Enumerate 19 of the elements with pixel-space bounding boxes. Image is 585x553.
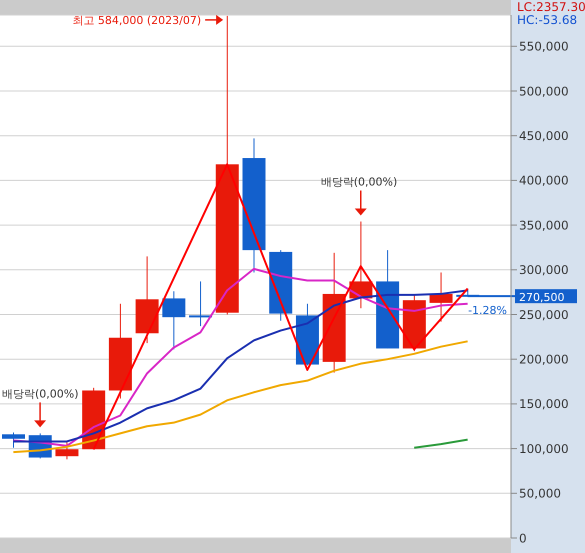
annotation: 배당락(0,00%) <box>320 176 398 189</box>
annotation: 배당락(0,00%) <box>2 387 79 400</box>
y-tick-label: 0 <box>519 531 527 546</box>
y-tick-label: 450,000 <box>519 128 569 143</box>
y-tick-label: 400,000 <box>519 174 569 188</box>
text: HC:-53.68 <box>517 13 578 27</box>
y-tick-label: 200,000 <box>519 352 569 366</box>
annotation: 최고 584,000 (2023/07) <box>72 14 202 27</box>
ref-line-label: 270,500 <box>519 291 564 304</box>
y-tick-label: 350,000 <box>519 218 569 232</box>
y-tick-label: 250,000 <box>519 308 569 322</box>
y-tick-label: 100,000 <box>519 442 569 456</box>
y-tick-label: 500,000 <box>519 84 569 98</box>
y-tick-label: 300,000 <box>519 263 569 278</box>
annotation: -1.28% <box>468 304 507 318</box>
y-tick-label: 150,000 <box>519 397 569 412</box>
y-tick-label: 550,000 <box>519 40 569 54</box>
y-tick-label: 50,000 <box>519 486 561 501</box>
text: LC:2357.30 <box>517 0 585 14</box>
